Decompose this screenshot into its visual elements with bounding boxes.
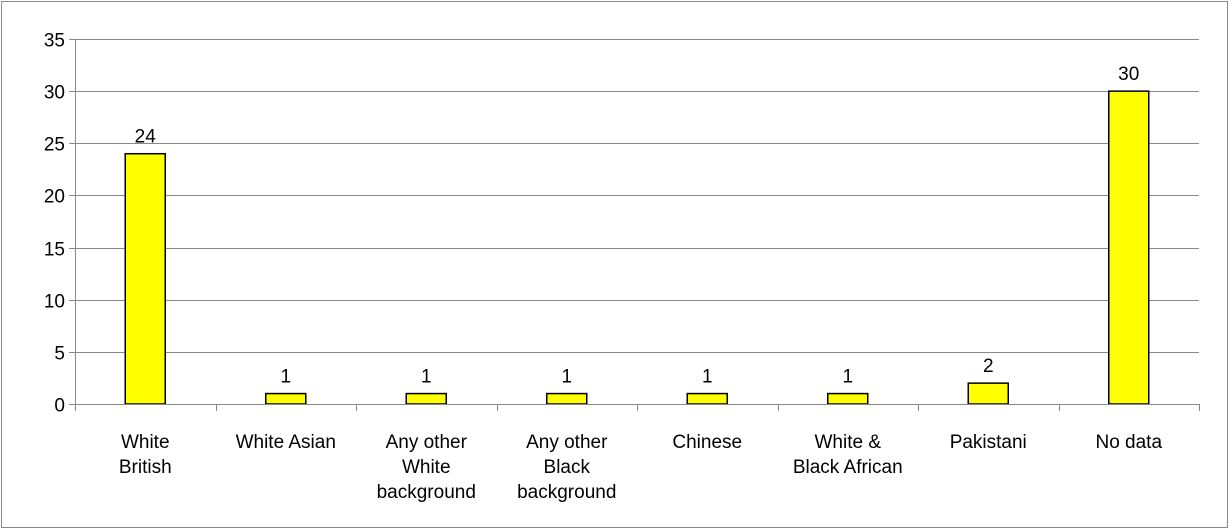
bar-5	[827, 392, 869, 405]
x-tick-label-line: Black	[544, 457, 591, 478]
data-label: 1	[702, 367, 713, 388]
axes	[69, 39, 1200, 411]
y-tick-label: 0	[54, 396, 65, 417]
x-tick-label-line: Pakistani	[950, 432, 1027, 453]
bar-7	[1108, 90, 1150, 405]
x-tick-label: Any other Black background	[517, 432, 616, 503]
data-label: 1	[421, 367, 432, 388]
x-tick-label-line: Any other	[526, 432, 608, 453]
y-tick-label: 10	[44, 292, 65, 313]
x-tick-label-line: White &	[814, 432, 881, 453]
x-tick-label: White & Black African	[793, 432, 903, 478]
data-label: 1	[280, 367, 291, 388]
x-tick-label: Chinese	[672, 432, 742, 453]
x-tick-label-line: background	[377, 482, 476, 503]
data-label: 30	[1118, 64, 1139, 85]
y-tick-label: 25	[44, 135, 65, 156]
y-tick-label: 30	[44, 83, 65, 104]
bar-4	[686, 392, 728, 405]
x-tick-label: Any other White background	[377, 432, 476, 503]
x-tick-label-line: White	[402, 457, 451, 478]
x-tick-label-line: Chinese	[672, 432, 742, 453]
x-tick-label-line: No data	[1095, 432, 1162, 453]
data-label: 1	[842, 367, 853, 388]
y-tick-label: 15	[44, 240, 65, 261]
gridlines	[75, 39, 1199, 353]
y-tick-label: 20	[44, 187, 65, 208]
bars	[124, 90, 1150, 405]
x-tick-label-line: background	[517, 482, 616, 503]
x-tick-label-line: White Asian	[236, 432, 336, 453]
data-label: 24	[135, 127, 157, 148]
bar-0	[124, 152, 166, 405]
labels: 0 5 10 15 20 25 30 35 24 White British 1 White Asian…	[44, 31, 1163, 504]
x-tick-label-line: British	[119, 457, 172, 478]
x-tick-label: No data	[1095, 432, 1162, 453]
x-tick-label: White Asian	[236, 432, 336, 453]
x-tick-label-line: Black African	[793, 457, 903, 478]
bar-2	[405, 392, 447, 405]
bar-3	[546, 392, 588, 405]
data-label: 2	[983, 356, 994, 377]
bar-6	[967, 382, 1009, 405]
x-tick-label-line: Any other	[386, 432, 468, 453]
data-label: 1	[561, 367, 572, 388]
x-tick-label-line: White	[121, 432, 170, 453]
y-tick-label: 35	[44, 31, 65, 52]
x-tick-label: Pakistani	[950, 432, 1027, 453]
bar-1	[265, 392, 307, 405]
y-tick-label: 5	[54, 344, 65, 365]
x-tick-label: White British	[119, 432, 172, 478]
